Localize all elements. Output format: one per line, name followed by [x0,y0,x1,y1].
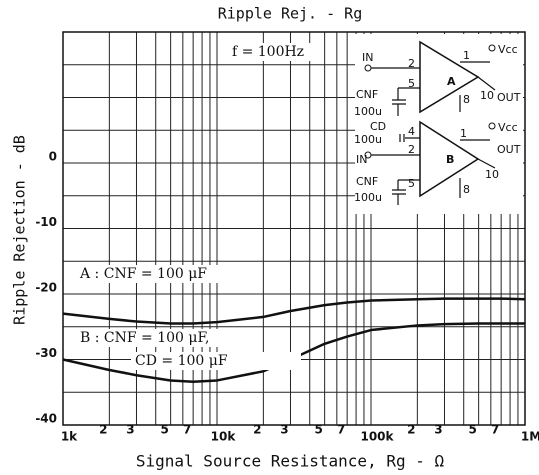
x-tick-label: 3 [280,423,288,437]
annotation-background [131,352,301,370]
y-tick-label: -40 [35,412,57,426]
amp-a [419,40,480,114]
inset-label: CD [370,120,386,133]
x-tick-label: 5 [160,423,168,437]
inset-label: B [446,153,454,166]
inset-label: 4 [408,125,415,138]
inset-label: CNF [356,175,378,188]
wires [370,61,496,205]
annotation-background [76,329,246,347]
series-line [62,297,526,325]
inset-label: 8 [463,93,470,106]
y-axis-label: Ripple Rejection - dB [11,135,29,325]
terminal [488,122,496,130]
inset-label: 5 [408,177,415,190]
inset-label: 10 [485,168,499,181]
annotation-background [223,43,318,61]
x-tick-label: 7 [337,423,345,437]
amp-b [419,120,480,198]
x-tick-label: 2 [407,423,415,437]
x-tick-label: 10k [211,430,237,444]
y-tick-label: -10 [35,215,57,229]
x-tick-label: 2 [99,423,107,437]
annotation-background [76,265,246,283]
plot-frame [62,31,526,426]
inset-label: 100u [354,133,382,146]
chart-title: Ripple Rej. - Rg [218,5,363,23]
terminal [364,151,372,159]
inset-label: IN [362,51,373,64]
x-tick-label: 7 [183,423,191,437]
x-tick-label: 2 [253,423,261,437]
x-tick-label: 100k [360,430,394,444]
inset-label: 10 [480,89,494,102]
y-tick-label: 0 [49,150,57,164]
x-tick-label: 1M [521,430,539,444]
inset-label: CNF [356,88,378,101]
inset-label: IN [356,153,367,166]
x-tick-label: 7 [491,423,499,437]
x-tick-label: 3 [126,423,134,437]
x-tick-label: 3 [434,423,442,437]
inset-label: OUT [497,91,521,104]
inset-label: 5 [408,77,415,90]
inset-label: 1 [460,127,467,140]
inset-label: 2 [408,57,415,70]
y-tick-label: -30 [35,346,57,360]
inset-label: 100u [354,105,382,118]
terminal [364,64,372,72]
annotation: CD = 100 μF [135,353,228,369]
inset-label: OUT [497,143,521,156]
inset-label: Vcc [498,43,518,56]
x-axis-label: Signal Source Resistance, Rg - Ω [136,452,445,471]
inset-label: 1 [463,49,470,62]
series-line [62,322,525,384]
annotation: A : CNF = 100 μF [79,266,207,282]
x-tick-label: 5 [314,423,322,437]
inset-label: A [447,75,456,88]
inset-label: 100u [354,191,382,204]
inset-label: Vcc [498,121,518,134]
y-tick-label: -20 [35,281,57,295]
inset-label: 8 [463,183,470,196]
x-tick-label: 5 [468,423,476,437]
annotation: f = 100Hz [232,44,304,60]
inset-label: 2 [408,143,415,156]
annotation: B : CNF = 100 μF, [80,330,209,346]
x-tick-label: 1k [61,430,78,444]
terminal [488,44,496,52]
